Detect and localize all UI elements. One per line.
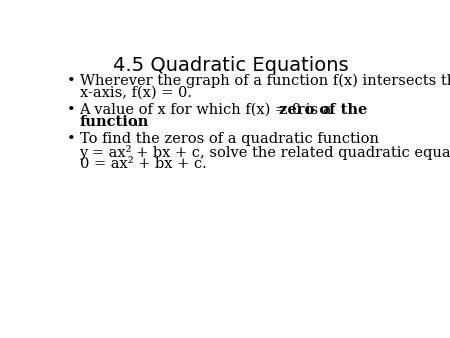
Text: zero of the: zero of the — [279, 103, 367, 117]
Text: .: . — [133, 115, 138, 129]
Text: •: • — [67, 103, 76, 117]
Text: 4.5 Quadratic Equations: 4.5 Quadratic Equations — [113, 56, 348, 75]
Text: y = ax² + bx + c, solve the related quadratic equation: y = ax² + bx + c, solve the related quad… — [80, 145, 450, 160]
Text: 0 = ax² + bx + c.: 0 = ax² + bx + c. — [80, 157, 206, 171]
Text: x-axis, f(x) = 0.: x-axis, f(x) = 0. — [80, 86, 192, 100]
Text: A value of x for which f(x) = 0 is a: A value of x for which f(x) = 0 is a — [80, 103, 337, 117]
Text: •: • — [67, 74, 76, 88]
Text: function: function — [80, 115, 149, 129]
Text: To find the zeros of a quadratic function: To find the zeros of a quadratic functio… — [80, 132, 378, 146]
Text: •: • — [67, 132, 76, 146]
Text: Wherever the graph of a function f(x) intersects the: Wherever the graph of a function f(x) in… — [80, 74, 450, 88]
